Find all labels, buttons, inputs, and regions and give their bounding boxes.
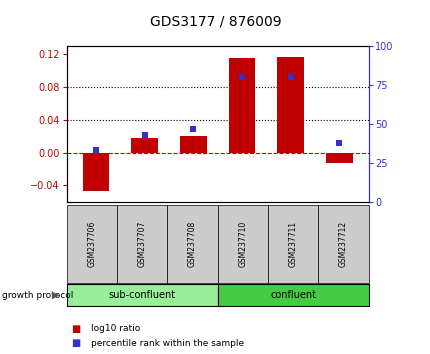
Text: ■: ■ [71, 324, 80, 333]
Text: GSM237707: GSM237707 [138, 221, 146, 268]
Bar [228, 58, 255, 153]
Bar [83, 153, 109, 191]
Text: GSM237706: GSM237706 [87, 221, 96, 268]
Text: GDS3177 / 876009: GDS3177 / 876009 [149, 14, 281, 28]
Text: confluent: confluent [270, 290, 315, 300]
Text: log10 ratio: log10 ratio [90, 324, 139, 333]
Point [141, 132, 148, 138]
Text: percentile rank within the sample: percentile rank within the sample [90, 339, 243, 348]
Point [335, 140, 342, 145]
Bar [131, 138, 158, 153]
Point [92, 148, 99, 153]
Point [238, 74, 245, 80]
Bar [325, 153, 352, 163]
Text: GSM237708: GSM237708 [187, 221, 197, 267]
Text: sub-confluent: sub-confluent [108, 290, 175, 300]
Bar [180, 136, 206, 153]
Point [190, 126, 197, 131]
Point [286, 74, 293, 80]
Text: ▶: ▶ [52, 290, 60, 300]
Text: GSM237712: GSM237712 [338, 221, 347, 267]
Text: growth protocol: growth protocol [2, 291, 74, 300]
Text: GSM237711: GSM237711 [288, 221, 297, 267]
Bar [276, 57, 303, 153]
Text: ■: ■ [71, 338, 80, 348]
Text: GSM237710: GSM237710 [238, 221, 247, 267]
